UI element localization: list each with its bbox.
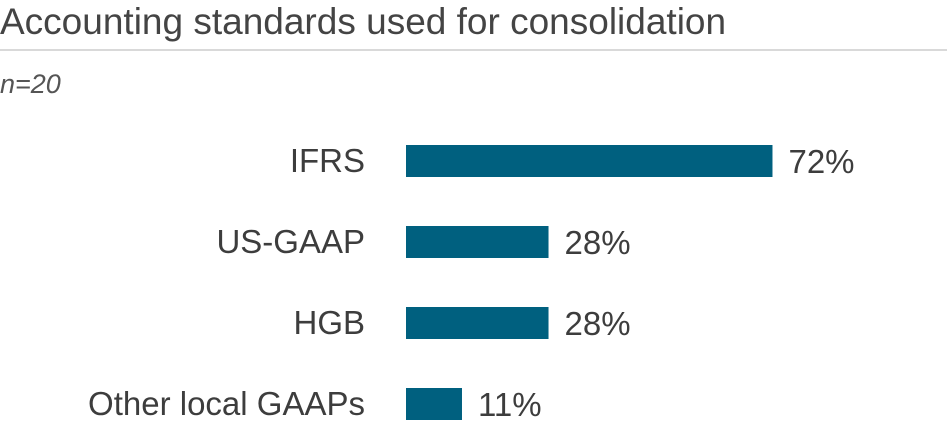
value-label-other-local-gaaps: 11% — [478, 386, 542, 423]
value-label-us-gaap: 28% — [565, 224, 631, 261]
bar-ifrs — [406, 145, 773, 177]
value-label-ifrs: 72% — [788, 143, 854, 180]
value-label-hgb: 28% — [565, 305, 631, 342]
bar-other-local-gaaps — [406, 388, 462, 420]
title-divider — [0, 49, 947, 51]
bar-us-gaap — [406, 226, 549, 258]
category-label-other-local-gaaps: Other local GAAPs — [88, 385, 365, 422]
category-label-ifrs: IFRS — [290, 142, 365, 179]
chart-title: Accounting standards used for consolidat… — [0, 1, 727, 42]
bar-hgb — [406, 307, 549, 339]
chart-sample-size: n=20 — [0, 69, 61, 99]
category-label-hgb: HGB — [293, 304, 365, 341]
category-label-us-gaap: US-GAAP — [216, 223, 365, 260]
